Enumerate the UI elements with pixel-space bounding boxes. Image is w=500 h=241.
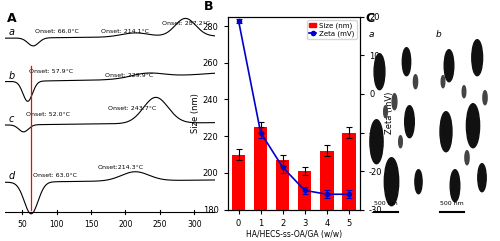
- Text: C: C: [365, 12, 374, 25]
- Text: b: b: [8, 71, 14, 80]
- Text: A: A: [7, 12, 16, 25]
- Circle shape: [392, 94, 397, 110]
- Bar: [320, 151, 334, 241]
- Text: B: B: [204, 0, 213, 13]
- Text: a: a: [368, 30, 374, 39]
- Circle shape: [398, 136, 402, 148]
- Circle shape: [450, 170, 460, 202]
- Circle shape: [483, 91, 487, 105]
- Bar: [254, 127, 267, 241]
- Y-axis label: Size (nm): Size (nm): [191, 93, 200, 133]
- Circle shape: [370, 120, 383, 164]
- Text: c: c: [8, 114, 14, 124]
- Circle shape: [478, 164, 486, 192]
- Bar: [298, 171, 312, 241]
- Text: 500 nm: 500 nm: [440, 201, 464, 206]
- Circle shape: [472, 40, 482, 76]
- Y-axis label: Zeta (mV): Zeta (mV): [386, 92, 394, 134]
- Circle shape: [465, 151, 469, 165]
- Text: Onset: 52.0°C: Onset: 52.0°C: [26, 112, 70, 117]
- Bar: [232, 154, 245, 241]
- Circle shape: [384, 106, 388, 118]
- Circle shape: [404, 106, 414, 138]
- Text: Onset: 287.2°C: Onset: 287.2°C: [162, 21, 210, 26]
- Text: 50: 50: [18, 220, 27, 229]
- Text: 250: 250: [152, 220, 167, 229]
- Circle shape: [384, 158, 398, 206]
- Text: Onset: 57.9°C: Onset: 57.9°C: [29, 69, 73, 74]
- Text: 100: 100: [50, 220, 64, 229]
- Text: d: d: [8, 171, 14, 181]
- Circle shape: [374, 54, 385, 90]
- Circle shape: [441, 76, 445, 88]
- X-axis label: HA/HECS-ss-OA/GA (w/w): HA/HECS-ss-OA/GA (w/w): [246, 230, 342, 240]
- Circle shape: [440, 112, 452, 152]
- Circle shape: [402, 48, 410, 76]
- Text: Onset: 243.7°C: Onset: 243.7°C: [108, 106, 156, 111]
- Bar: [342, 133, 355, 241]
- Text: a: a: [8, 27, 14, 37]
- Circle shape: [462, 86, 466, 98]
- Circle shape: [466, 104, 479, 148]
- Text: Onset:214.3°C: Onset:214.3°C: [98, 165, 144, 170]
- Text: 300: 300: [187, 220, 202, 229]
- Bar: [276, 160, 289, 241]
- Text: b: b: [435, 30, 441, 39]
- Text: 150: 150: [84, 220, 98, 229]
- Text: 200: 200: [118, 220, 132, 229]
- Text: Onset: 66.0°C: Onset: 66.0°C: [34, 29, 78, 34]
- Text: 500 nm: 500 nm: [374, 201, 398, 206]
- Text: Onset: 214.1°C: Onset: 214.1°C: [102, 29, 150, 34]
- Circle shape: [414, 75, 418, 89]
- Circle shape: [444, 50, 454, 82]
- Text: Onset: 63.0°C: Onset: 63.0°C: [32, 173, 76, 178]
- Circle shape: [415, 170, 422, 194]
- Legend: Size (nm), Zeta (mV): Size (nm), Zeta (mV): [308, 20, 356, 39]
- Text: Onset: 229.9°C: Onset: 229.9°C: [105, 73, 153, 78]
